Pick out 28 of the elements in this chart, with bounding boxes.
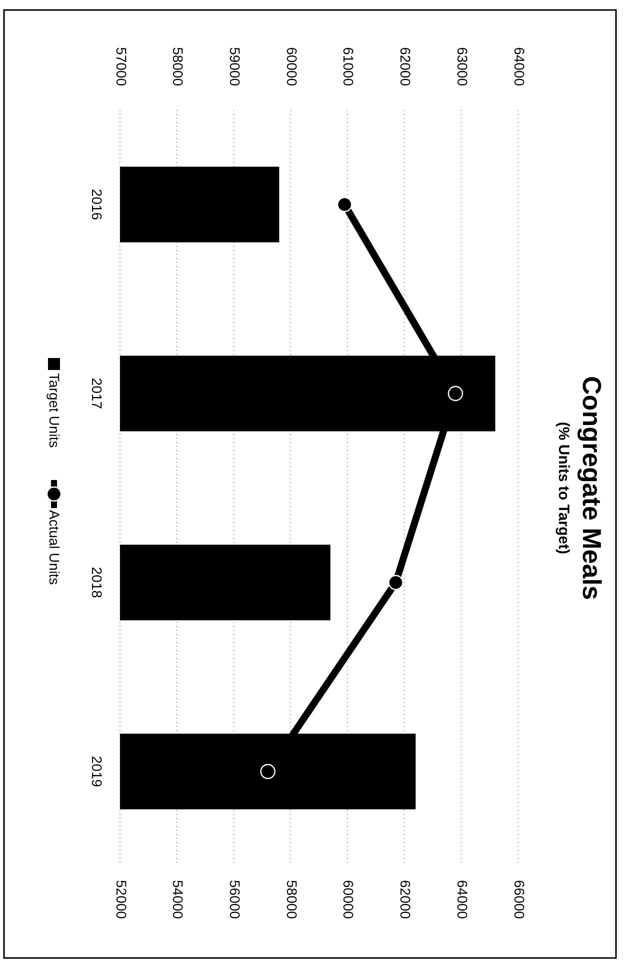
- x-tick-label: 66000: [511, 880, 528, 920]
- legend-label: Actual Units: [46, 510, 62, 585]
- x2-tick-label: 58000: [170, 47, 186, 86]
- x-tick-label: 58000: [284, 880, 300, 920]
- x2-tick-label: 59000: [227, 47, 244, 86]
- x2-tick-label: 57000: [113, 47, 130, 86]
- x-tick-label: 64000: [454, 880, 470, 920]
- x2-tick-label: 63000: [454, 47, 470, 86]
- y-tick-label: 2017: [89, 378, 105, 410]
- x2-tick-label: 60000: [284, 47, 300, 86]
- x-tick-label: 54000: [170, 880, 186, 920]
- x-tick-label: 56000: [227, 880, 244, 920]
- x2-tick-label: 61000: [340, 47, 357, 86]
- text: Congregate Meals: [577, 376, 607, 600]
- point: [260, 764, 276, 780]
- legend-label: Target Units: [46, 373, 62, 448]
- text: (% Units to Target): [555, 422, 572, 554]
- x2-tick-label: 62000: [398, 47, 414, 86]
- y-tick-label: 2018: [89, 566, 105, 598]
- y-tick-label: 2019: [89, 756, 105, 788]
- x-tick-label: 60000: [340, 880, 357, 920]
- point: [448, 386, 464, 402]
- point: [336, 196, 352, 212]
- x2-tick-label: 64000: [511, 47, 528, 86]
- x-tick-label: 52000: [113, 880, 130, 920]
- point: [388, 574, 404, 590]
- x-tick-label: 62000: [398, 880, 414, 920]
- y-tick-label: 2016: [89, 188, 105, 220]
